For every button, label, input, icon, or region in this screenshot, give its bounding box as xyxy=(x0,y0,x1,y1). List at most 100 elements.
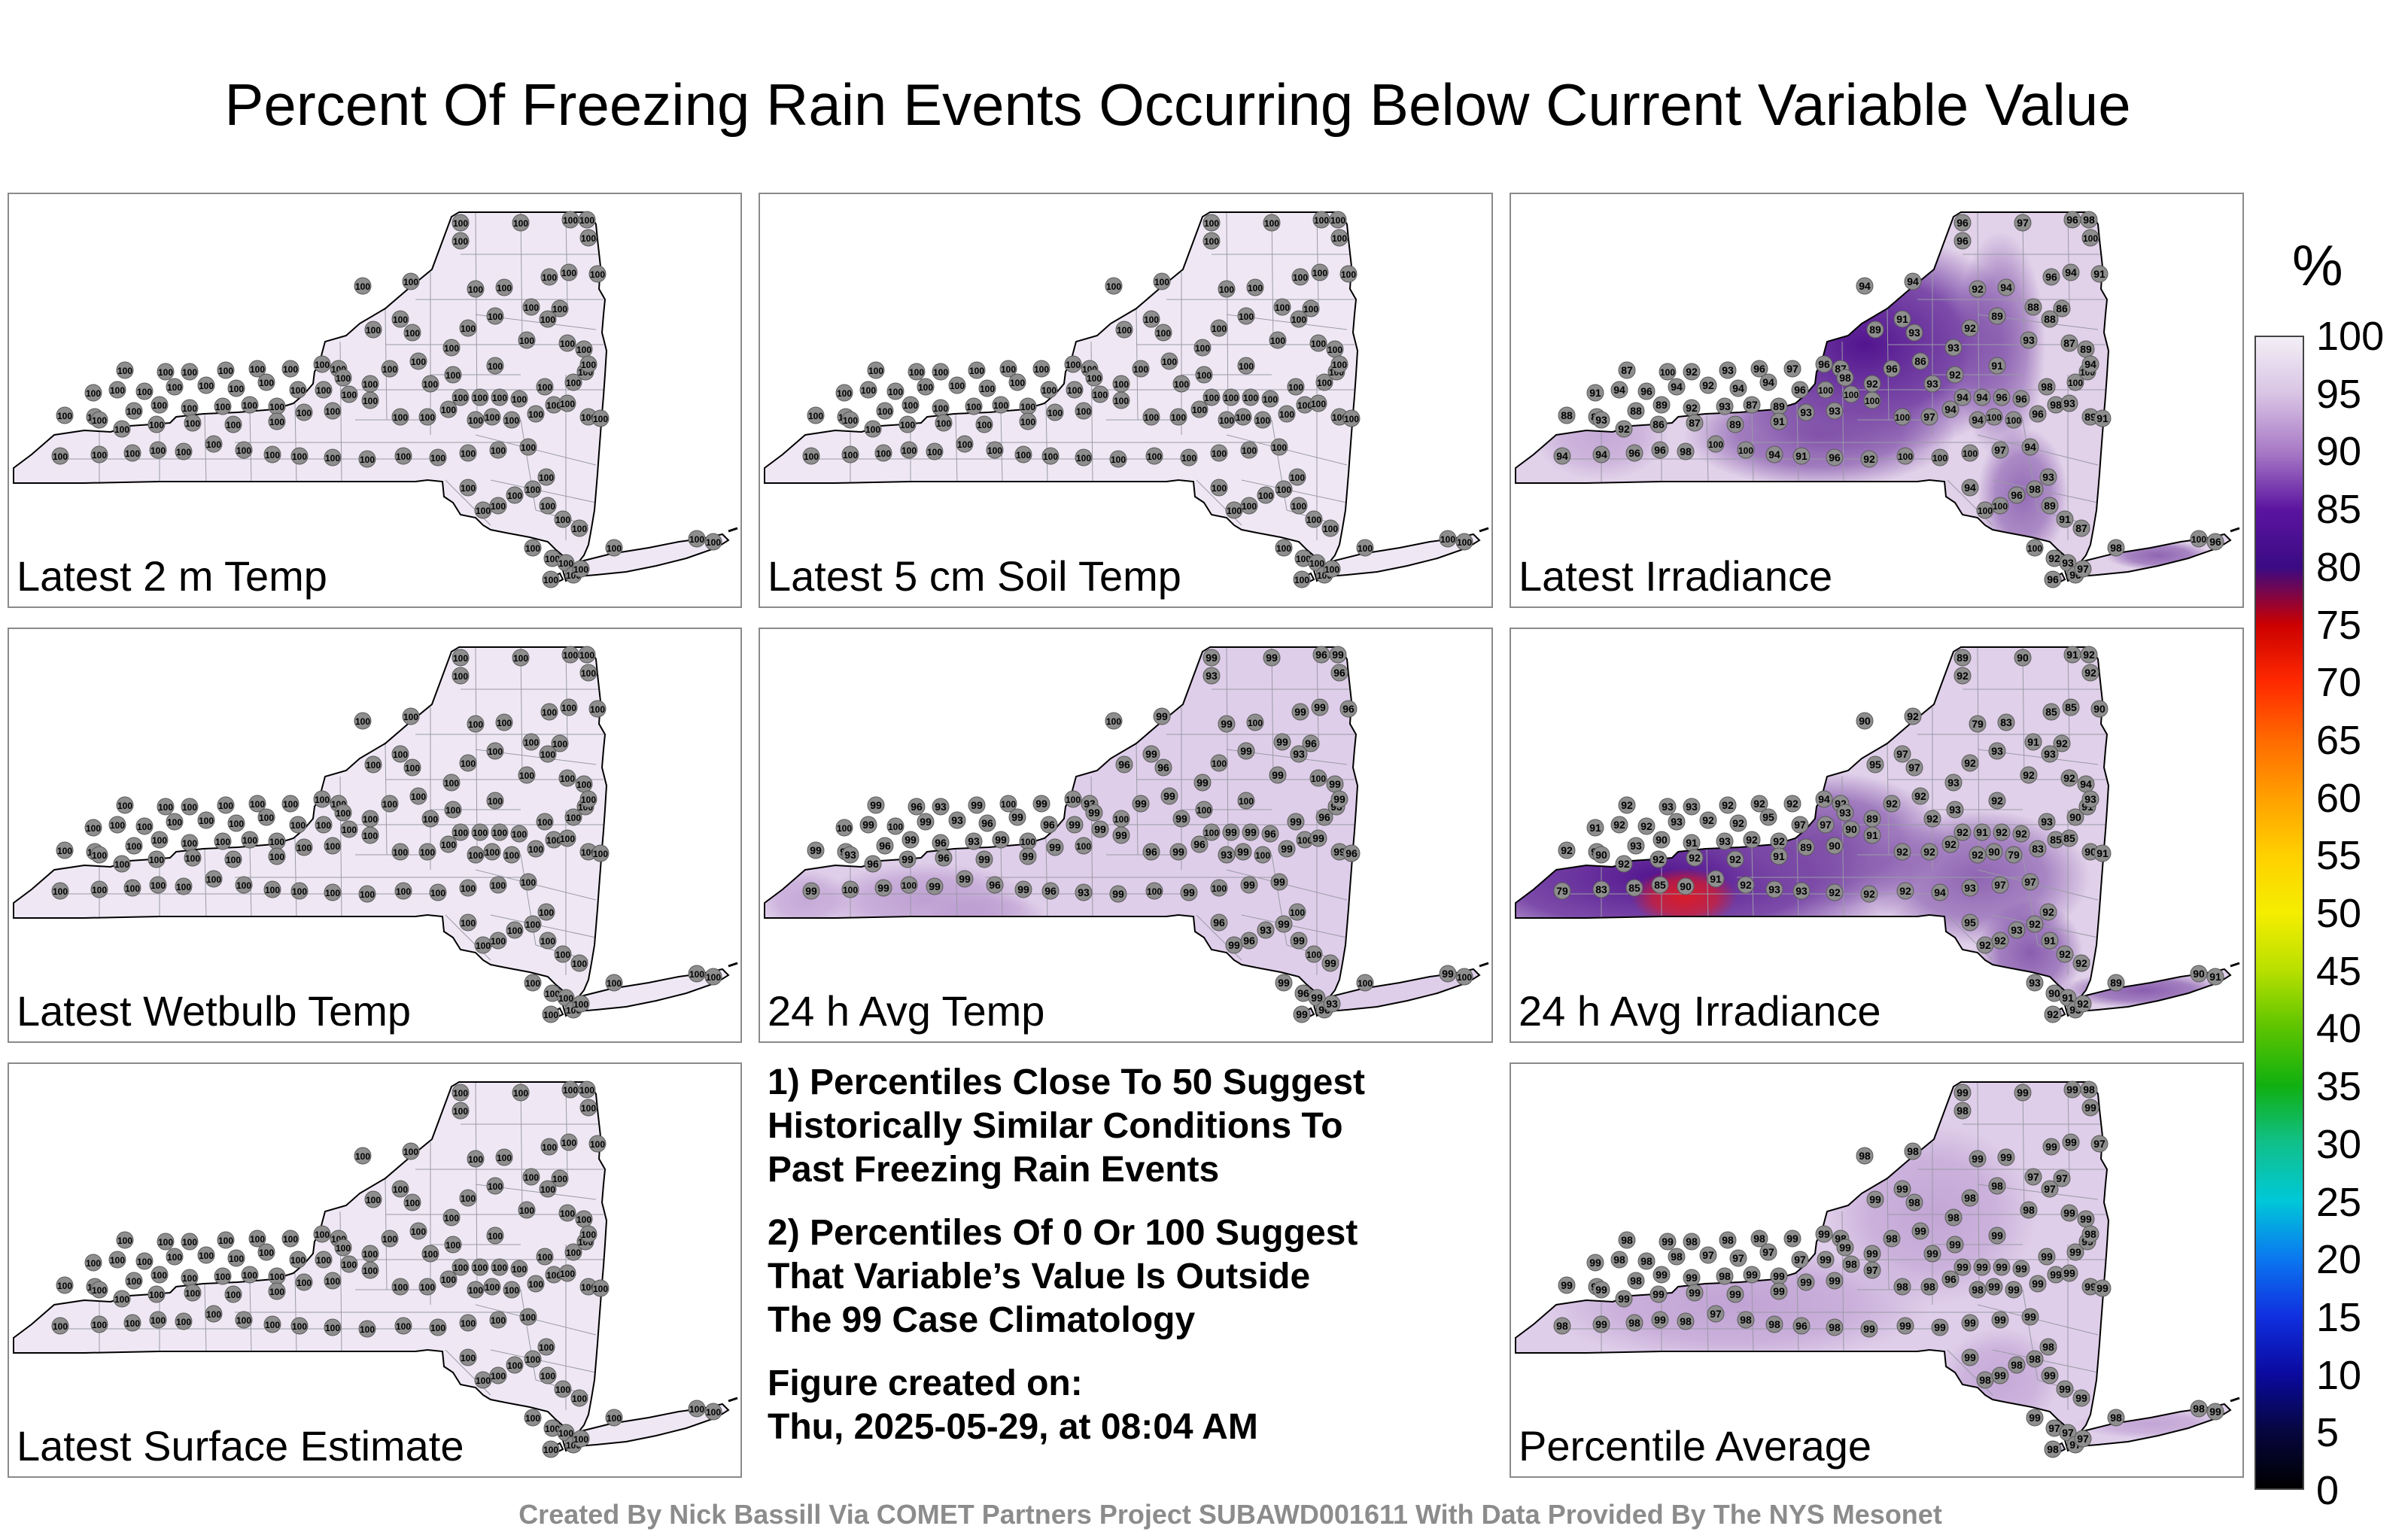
station-dot xyxy=(150,831,169,849)
station-value: 92 xyxy=(1689,852,1701,864)
station-dot xyxy=(518,766,536,784)
station-dot xyxy=(2026,915,2044,933)
station-dot xyxy=(1677,1312,1695,1330)
station-value: 100 xyxy=(539,473,554,483)
station-dot xyxy=(1856,277,1874,295)
station-marker: 93 xyxy=(948,811,966,829)
station-value: 100 xyxy=(977,420,992,430)
station-marker: 99 xyxy=(917,813,935,831)
station-marker: 100 xyxy=(205,435,223,453)
station-marker: 100 xyxy=(418,843,436,861)
station-marker: 98 xyxy=(1677,1312,1695,1330)
station-dot xyxy=(2041,310,2059,328)
station-value: 100 xyxy=(1076,841,1091,852)
station-marker: 100 xyxy=(841,445,859,464)
station-marker: 96 xyxy=(1953,214,1972,232)
station-value: 100 xyxy=(215,402,230,412)
station-dot xyxy=(539,745,557,763)
station-marker: 100 xyxy=(227,379,245,397)
station-dot xyxy=(1836,369,1854,387)
station-dot xyxy=(2024,298,2042,316)
station-marker: 85 xyxy=(2062,698,2080,716)
station-marker: 99 xyxy=(1275,915,1293,933)
station-value: 100 xyxy=(1087,373,1102,384)
station-value: 100 xyxy=(573,1434,588,1445)
station-value: 100 xyxy=(423,814,438,825)
station-marker: 99 xyxy=(1592,1281,1610,1299)
station-value: 99 xyxy=(1654,1314,1666,1326)
station-marker: 100 xyxy=(227,814,245,832)
coast-outline xyxy=(2069,533,2232,578)
station-marker: 100 xyxy=(570,519,588,537)
station-value: 100 xyxy=(1738,445,1753,456)
station-value: 99 xyxy=(1949,1239,1961,1251)
station-dot xyxy=(467,1150,485,1168)
station-value: 100 xyxy=(558,993,573,1004)
station-marker: 100 xyxy=(474,936,492,954)
county-line xyxy=(565,1082,568,1178)
station-marker: 97 xyxy=(2014,214,2032,232)
station-marker: 100 xyxy=(1931,448,1949,467)
station-dot xyxy=(1321,519,1339,537)
station-marker: 94 xyxy=(1953,388,1972,406)
station-dot xyxy=(1866,755,1884,774)
map-panel-latest-irradiance: 96 97 96 98 100 96 94 94 92 94 96 94 91 88 86 88 89 92 93 8… xyxy=(1510,193,2244,608)
station-marker: 100 xyxy=(540,703,558,721)
station-dot xyxy=(451,232,470,250)
station-dot xyxy=(901,396,920,414)
station-value: 100 xyxy=(1263,394,1278,405)
station-dot xyxy=(1269,766,1287,784)
station-dot xyxy=(2044,1005,2062,1023)
station-dot xyxy=(313,355,331,373)
station-dot xyxy=(1439,530,1457,548)
station-value: 100 xyxy=(182,367,197,378)
station-marker: 100 xyxy=(418,408,436,426)
station-marker: 100 xyxy=(543,549,561,567)
station-value: 100 xyxy=(1212,448,1227,459)
station-value: 100 xyxy=(1227,506,1242,516)
station-dot xyxy=(289,816,307,834)
station-value: 99 xyxy=(1655,1269,1668,1281)
station-dot xyxy=(471,1258,489,1276)
station-marker: 100 xyxy=(483,408,501,426)
station-value: 94 xyxy=(1944,403,1956,415)
station-marker: 100 xyxy=(1455,968,1473,986)
station-dot xyxy=(1288,903,1306,921)
station-value: 100 xyxy=(512,829,527,840)
station-value: 100 xyxy=(573,564,588,575)
station-dot xyxy=(123,879,141,897)
station-value: 99 xyxy=(1996,1261,2008,1273)
station-dot xyxy=(935,414,953,432)
station-dot xyxy=(184,1284,202,1302)
station-marker: 99 xyxy=(1896,1317,1914,1335)
station-value: 100 xyxy=(1255,415,1270,426)
station-marker: 91 xyxy=(1770,847,1788,865)
station-value: 100 xyxy=(1457,972,1472,983)
station-value: 94 xyxy=(2024,441,2036,453)
station-value: 100 xyxy=(1066,360,1081,370)
station-dot xyxy=(295,838,313,856)
station-marker: 100 xyxy=(486,357,504,375)
station-value: 100 xyxy=(525,978,540,989)
colorbar xyxy=(2254,336,2304,1490)
station-marker: 100 xyxy=(579,664,597,682)
station-value: 100 xyxy=(1312,268,1327,278)
station-value: 96 xyxy=(1145,846,1157,858)
station-value: 99 xyxy=(2084,1281,2096,1293)
station-marker: 92 xyxy=(1615,420,1633,438)
station-dot xyxy=(116,1231,134,1249)
station-value: 95 xyxy=(1762,811,1774,823)
station-marker: 100 xyxy=(554,945,572,963)
station-value: 100 xyxy=(581,360,596,370)
station-marker: 99 xyxy=(2042,1138,2060,1156)
station-dot xyxy=(1293,570,1311,588)
station-marker: 100 xyxy=(864,420,882,438)
station-dot xyxy=(1765,880,1783,898)
station-dot xyxy=(1066,381,1084,399)
station-marker: 92 xyxy=(2056,945,2074,963)
station-dot xyxy=(1195,801,1213,819)
station-value: 97 xyxy=(2048,1422,2060,1434)
station-value: 99 xyxy=(1011,811,1023,823)
station-marker: 99 xyxy=(1169,843,1187,861)
